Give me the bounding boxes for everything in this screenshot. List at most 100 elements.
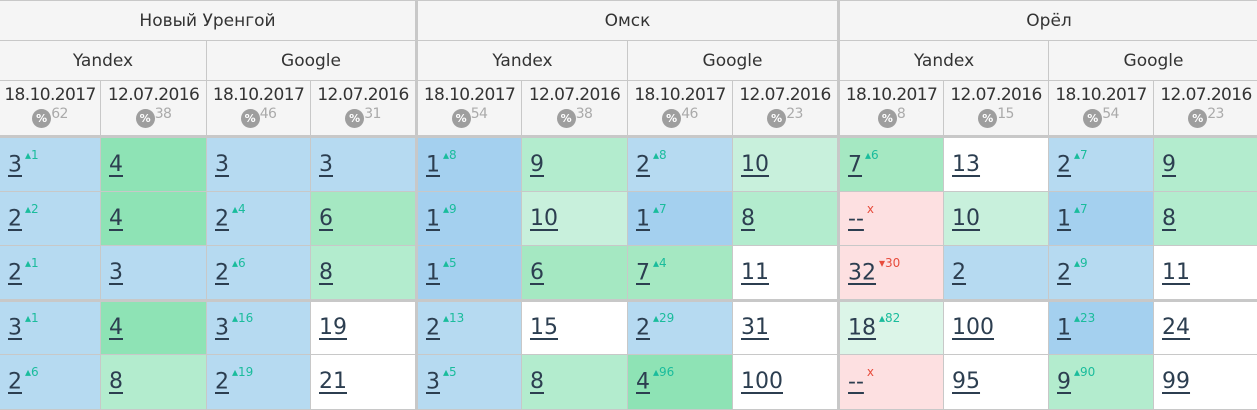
- position-cell: 31: [731, 299, 840, 355]
- position-cell: 8: [521, 354, 628, 410]
- position-link[interactable]: 9: [530, 151, 544, 177]
- date-label: 12.07.2016: [739, 85, 831, 105]
- position-link[interactable]: 10: [741, 151, 769, 177]
- position-cell: 3 ▴1: [0, 136, 101, 192]
- position-link[interactable]: 8: [319, 259, 333, 285]
- position-link[interactable]: 2: [636, 151, 650, 177]
- position-link[interactable]: 6: [530, 259, 544, 285]
- position-link[interactable]: 10: [952, 205, 981, 231]
- position-cell: 9: [521, 136, 628, 192]
- position-cell: 100: [943, 299, 1050, 355]
- position-link[interactable]: 9: [1162, 151, 1177, 177]
- date-label: 12.07.2016: [528, 85, 621, 105]
- position-link[interactable]: 1: [426, 151, 440, 177]
- position-link[interactable]: 1: [426, 205, 440, 231]
- position-link[interactable]: 100: [952, 315, 995, 341]
- position-link[interactable]: 2: [215, 369, 229, 395]
- position-link[interactable]: 2: [426, 315, 440, 341]
- position-link[interactable]: --: [848, 205, 864, 231]
- position-cell: 1 ▴8: [415, 136, 522, 192]
- position-link[interactable]: 8: [530, 369, 544, 395]
- position-link[interactable]: 6: [319, 205, 333, 231]
- position-link[interactable]: 32: [848, 259, 877, 285]
- percent-icon[interactable]: %: [1083, 109, 1103, 128]
- position-link[interactable]: 2: [8, 259, 22, 285]
- position-link[interactable]: 11: [1162, 259, 1191, 285]
- position-link[interactable]: 2: [636, 315, 650, 341]
- position-cell: 19: [310, 299, 417, 355]
- position-link[interactable]: 19: [319, 315, 347, 341]
- position-link[interactable]: 2: [1057, 259, 1072, 285]
- position-link[interactable]: 95: [952, 369, 981, 395]
- percent-icon[interactable]: %: [556, 109, 576, 128]
- position-link[interactable]: 1: [1057, 205, 1072, 231]
- position-link[interactable]: --: [848, 369, 864, 395]
- position-link[interactable]: 99: [1162, 369, 1191, 395]
- position-link[interactable]: 1: [426, 259, 440, 285]
- position-up-change: ▴7: [1074, 201, 1088, 216]
- position-link[interactable]: 3: [319, 151, 333, 177]
- position-link[interactable]: 24: [1162, 315, 1191, 341]
- percent-icon[interactable]: %: [877, 109, 897, 128]
- date-header: 12.07.2016% 31: [310, 80, 417, 138]
- position-cell: 3: [206, 136, 311, 192]
- position-link[interactable]: 2: [1057, 151, 1072, 177]
- position-link[interactable]: 100: [741, 369, 783, 395]
- position-link[interactable]: 3: [8, 315, 22, 341]
- position-link[interactable]: 13: [952, 151, 981, 177]
- position-link[interactable]: 2: [952, 259, 967, 285]
- position-cell: 18 ▴82: [837, 299, 945, 355]
- position-link[interactable]: 2: [8, 369, 22, 395]
- date-label: 12.07.2016: [317, 85, 409, 105]
- position-link[interactable]: 7: [636, 259, 650, 285]
- percent-icon[interactable]: %: [1188, 109, 1208, 128]
- position-link[interactable]: 11: [741, 259, 769, 285]
- position-link[interactable]: 4: [636, 369, 650, 395]
- position-link[interactable]: 31: [741, 315, 769, 341]
- percent-icon[interactable]: %: [662, 109, 682, 128]
- position-cell: 13: [943, 136, 1050, 192]
- position-link[interactable]: 3: [8, 151, 22, 177]
- position-link[interactable]: 15: [530, 315, 558, 341]
- position-link[interactable]: 4: [109, 205, 123, 231]
- position-link[interactable]: 4: [109, 151, 123, 177]
- percent-value: 31: [364, 106, 381, 122]
- engine-header: Google: [206, 40, 417, 81]
- position-link[interactable]: 9: [1057, 369, 1072, 395]
- percent-icon[interactable]: %: [345, 109, 365, 128]
- percent-icon[interactable]: %: [978, 109, 998, 128]
- position-link[interactable]: 1: [636, 205, 650, 231]
- date-label: 18.10.2017: [212, 85, 305, 105]
- position-link[interactable]: 8: [109, 369, 123, 395]
- position-down-change: ▾30: [879, 255, 901, 270]
- position-link[interactable]: 8: [1162, 205, 1177, 231]
- not-found-mark: x: [866, 365, 875, 380]
- position-cell: 99: [1153, 354, 1257, 410]
- position-link[interactable]: 10: [530, 205, 558, 231]
- position-cell: 10: [731, 136, 840, 192]
- position-link[interactable]: 2: [8, 205, 22, 231]
- position-link[interactable]: 3: [215, 151, 229, 177]
- engine-header: Google: [1048, 40, 1257, 81]
- position-link[interactable]: 21: [319, 369, 347, 395]
- position-link[interactable]: 2: [215, 259, 229, 285]
- engine-header: Google: [626, 40, 840, 81]
- position-link[interactable]: 3: [109, 259, 123, 285]
- position-link[interactable]: 1: [1057, 315, 1072, 341]
- position-link[interactable]: 2: [215, 205, 229, 231]
- position-cell: 2 ▴6: [206, 245, 311, 302]
- position-cell: 2 ▴4: [206, 190, 311, 246]
- percent-icon[interactable]: %: [767, 109, 787, 128]
- percent-icon[interactable]: %: [135, 109, 155, 128]
- position-link[interactable]: 8: [741, 205, 755, 231]
- position-link[interactable]: 4: [109, 315, 123, 341]
- percent-icon[interactable]: %: [32, 109, 52, 128]
- position-link[interactable]: 3: [215, 315, 229, 341]
- date-header: 18.10.2017% 8: [837, 80, 945, 138]
- position-link[interactable]: 18: [848, 315, 877, 341]
- percent-icon[interactable]: %: [240, 109, 260, 128]
- percent-icon[interactable]: %: [451, 109, 471, 128]
- position-cell: 9 ▴90: [1048, 354, 1155, 410]
- position-link[interactable]: 7: [848, 151, 863, 177]
- position-link[interactable]: 3: [426, 369, 440, 395]
